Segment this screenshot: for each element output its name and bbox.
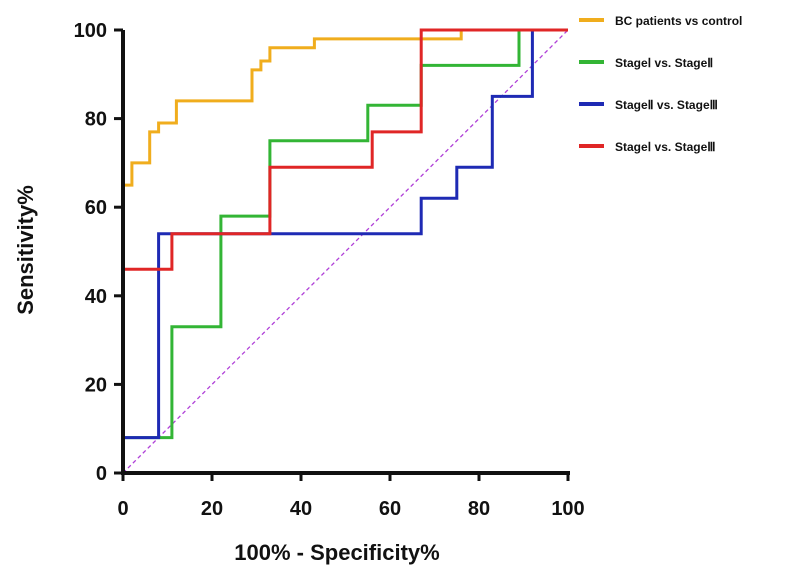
series-layer [121,28,568,473]
axes-layer [121,30,570,475]
series-line-1 [121,28,568,473]
x-tick-label: 20 [201,498,223,520]
series-line-4 [121,28,568,473]
x-tick-label: 100 [551,498,584,520]
y-tick-label: 60 [85,197,107,219]
y-axis-title: Sensitivity% [13,185,38,315]
x-tick-label: 40 [290,498,312,520]
y-tick-label: 100 [74,20,107,42]
y-tick-label: 0 [96,463,107,485]
ticks-layer: 0 20 40 60 80 100 0 20 40 60 80 100 [74,20,585,520]
x-axis-title: 100% - Specificity% [234,540,439,565]
legend: BC patients vs control StageⅠ vs. StageⅡ S… [579,14,742,154]
legend-label-4: StageⅠ vs. StageⅢ [615,140,716,154]
legend-label-2: StageⅠ vs. StageⅡ [615,56,713,70]
series-line-3 [121,28,568,473]
x-tick-label: 60 [379,498,401,520]
legend-label-3: StageⅡ vs. StageⅢ [615,98,718,112]
x-tick-label: 80 [468,498,490,520]
y-tick-label: 20 [85,374,107,396]
y-tick-label: 40 [85,286,107,308]
x-tick-label: 0 [117,498,128,520]
legend-label-1: BC patients vs control [615,14,742,28]
y-tick-label: 80 [85,109,107,131]
series-line-2 [121,28,568,473]
